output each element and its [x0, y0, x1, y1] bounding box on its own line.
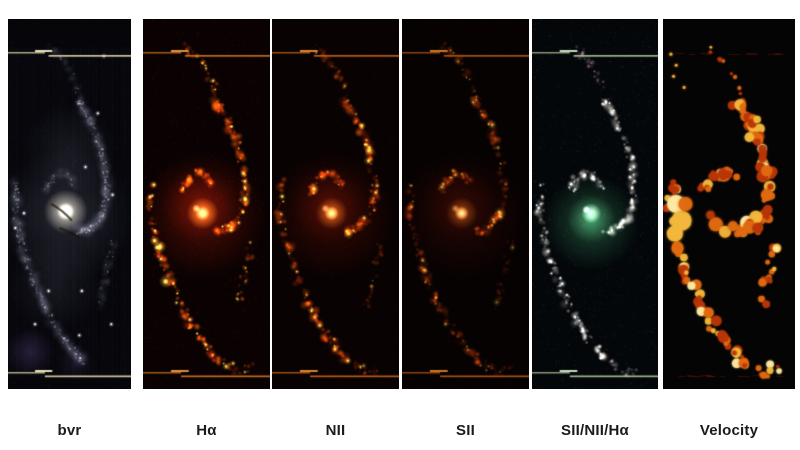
panel-velocity	[663, 19, 795, 389]
galaxy-image-ratio	[532, 19, 658, 389]
panel-label-nii: NII	[325, 422, 346, 439]
galaxy-image-bvr	[8, 19, 131, 389]
panel-bvr	[8, 19, 131, 389]
panel-ratio	[532, 19, 658, 389]
panel-nii	[272, 19, 399, 389]
galaxy-image-halpha	[143, 19, 270, 389]
panel-label-ratio: SII/NII/Hα	[561, 422, 629, 439]
galaxy-image-sii	[402, 19, 529, 389]
panel-halpha	[143, 19, 270, 389]
galaxy-image-nii	[272, 19, 399, 389]
panel-sii	[402, 19, 529, 389]
panel-label-sii: SII	[456, 422, 475, 439]
panel-label-bvr: bvr	[57, 422, 82, 439]
panel-label-velocity: Velocity	[699, 422, 759, 439]
panel-label-halpha: Hα	[196, 422, 217, 439]
galaxy-image-velocity	[663, 19, 795, 389]
